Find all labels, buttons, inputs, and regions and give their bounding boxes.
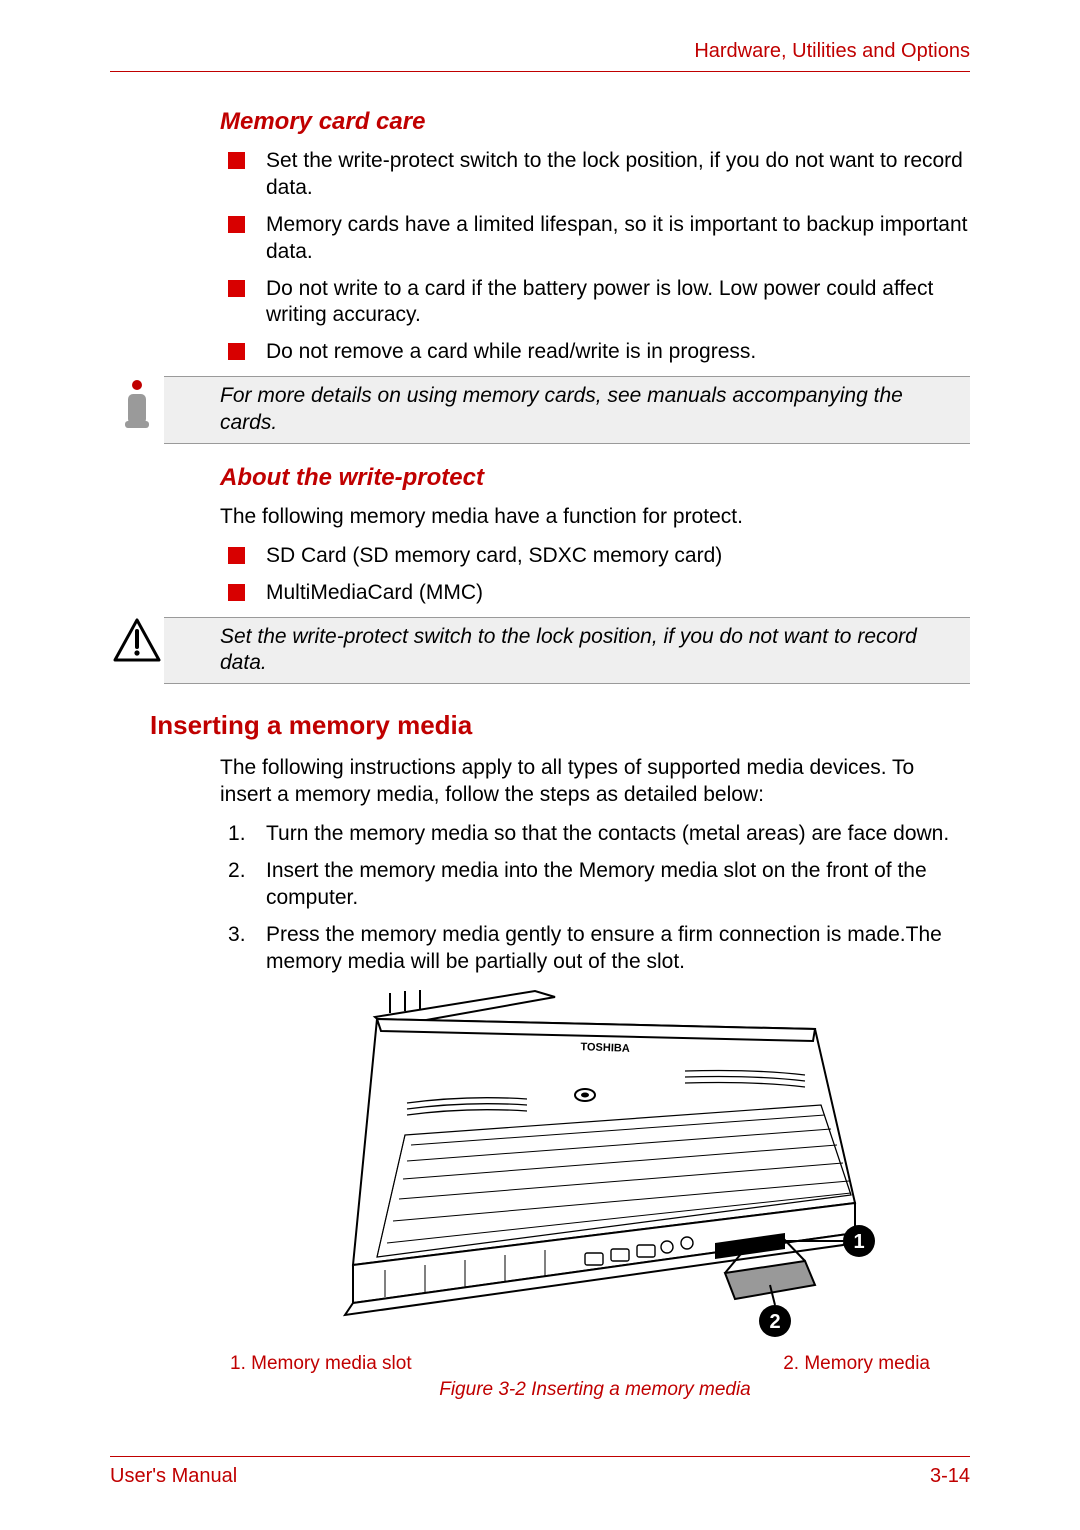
footer-right: 3-14: [930, 1465, 970, 1488]
brand-label: TOSHIBA: [580, 1042, 630, 1056]
page-header: Hardware, Utilities and Options: [110, 40, 970, 72]
list-item: Insert the memory media into the Memory …: [220, 858, 970, 912]
inserting-steps: Turn the memory media so that the contac…: [220, 821, 970, 975]
page-footer: User's Manual 3-14: [110, 1456, 970, 1488]
legend-item-1: 1. Memory media slot: [230, 1353, 412, 1375]
chapter-title: Hardware, Utilities and Options: [694, 40, 970, 62]
figure-caption: Figure 3-2 Inserting a memory media: [220, 1379, 970, 1401]
callout-1: 1: [853, 1231, 864, 1253]
write-protect-intro: The following memory media have a functi…: [220, 504, 970, 531]
info-note: For more details on using memory cards, …: [110, 376, 970, 444]
heading-memory-card-care: Memory card care: [220, 108, 970, 136]
list-item: Press the memory media gently to ensure …: [220, 922, 970, 976]
page-content: Memory card care Set the write-protect s…: [110, 72, 970, 1401]
warning-note-text: Set the write-protect switch to the lock…: [164, 617, 970, 685]
write-protect-list: SD Card (SD memory card, SDXC memory car…: [220, 543, 970, 607]
heading-inserting-media: Inserting a memory media: [150, 710, 970, 741]
list-item: Set the write-protect switch to the lock…: [220, 148, 970, 202]
callout-2: 2: [769, 1311, 780, 1333]
info-note-text: For more details on using memory cards, …: [164, 376, 970, 444]
footer-left: User's Manual: [110, 1465, 237, 1488]
list-item: SD Card (SD memory card, SDXC memory car…: [220, 543, 970, 570]
list-item: MultiMediaCard (MMC): [220, 580, 970, 607]
list-item: Do not remove a card while read/write is…: [220, 339, 970, 366]
info-icon: [110, 376, 164, 432]
list-item: Memory cards have a limited lifespan, so…: [220, 212, 970, 266]
memory-care-list: Set the write-protect switch to the lock…: [220, 148, 970, 366]
legend-item-2: 2. Memory media: [783, 1353, 930, 1375]
laptop-illustration: TOSHIBA: [315, 985, 875, 1345]
list-item: Do not write to a card if the battery po…: [220, 276, 970, 330]
inserting-intro: The following instructions apply to all …: [220, 755, 970, 809]
list-item: Turn the memory media so that the contac…: [220, 821, 970, 848]
figure-inserting-media: TOSHIBA: [220, 985, 970, 1345]
warning-note: Set the write-protect switch to the lock…: [110, 617, 970, 685]
warning-icon: [110, 617, 164, 665]
heading-write-protect: About the write-protect: [220, 464, 970, 492]
figure-legend: 1. Memory media slot 2. Memory media: [220, 1353, 970, 1375]
